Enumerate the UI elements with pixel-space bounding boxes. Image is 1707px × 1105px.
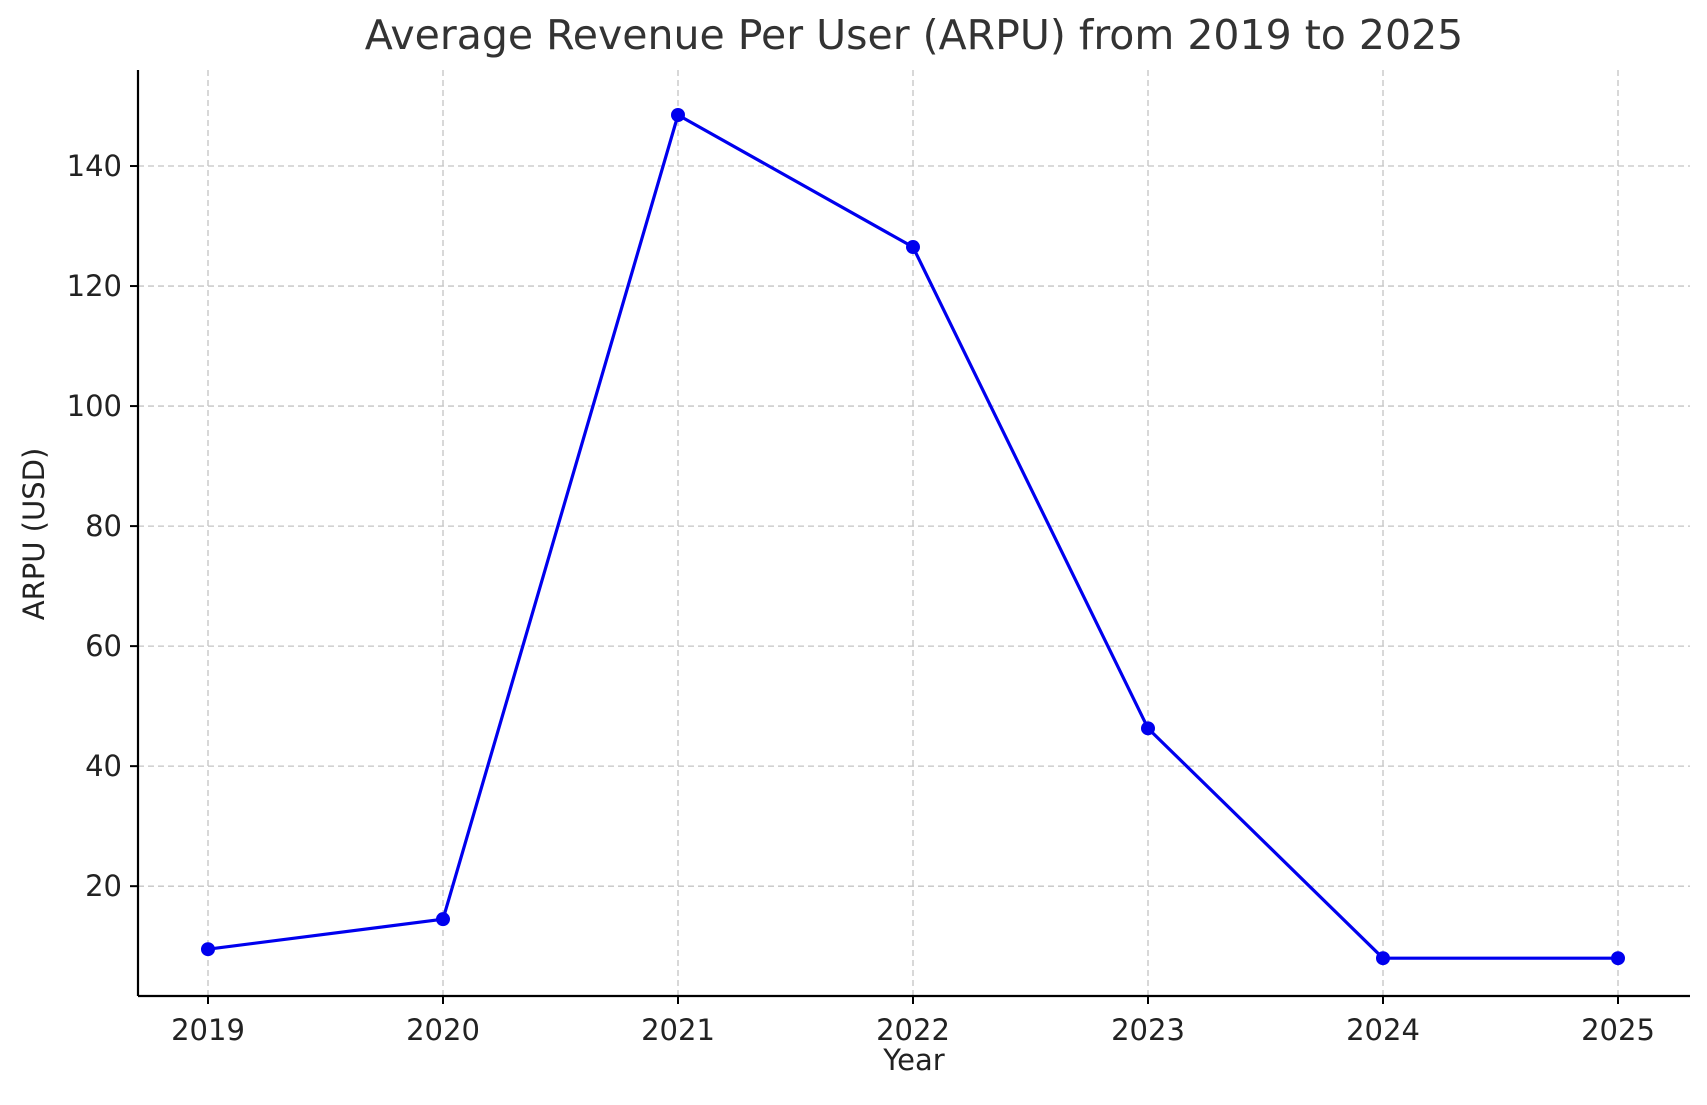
data-point [1376, 951, 1390, 966]
data-point [1141, 721, 1155, 736]
y-tick-label: 120 [67, 269, 122, 303]
y-tick-label: 80 [85, 509, 122, 543]
series [201, 108, 1625, 966]
y-tick-label: 20 [85, 869, 122, 903]
data-point [436, 912, 450, 927]
x-tick-label: 2020 [406, 1013, 480, 1047]
data-point [671, 108, 685, 123]
data-point [1611, 951, 1625, 966]
x-tick-label: 2019 [171, 1013, 245, 1047]
y-tick-label: 40 [85, 749, 122, 783]
data-point [906, 240, 920, 255]
y-tick-label: 140 [67, 149, 122, 183]
x-axis-title: Year [882, 1043, 944, 1077]
x-tick-label: 2021 [641, 1013, 715, 1047]
ticks: 2019 2020 2021 2022 2023 2024 2025 20 40 60 80 100 1… [67, 149, 1655, 1047]
grid [138, 70, 1690, 996]
x-tick-label: 2022 [876, 1013, 950, 1047]
y-axis-title: ARPU (USD) [17, 448, 51, 621]
x-tick-label: 2025 [1581, 1013, 1655, 1047]
axes [136, 70, 1690, 998]
x-tick-label: 2024 [1346, 1013, 1420, 1047]
data-point [201, 942, 215, 957]
chart-title: Average Revenue Per User (ARPU) from 201… [365, 11, 1464, 59]
x-tick-label: 2023 [1111, 1013, 1185, 1047]
y-tick-label: 60 [85, 629, 122, 663]
y-tick-label: 100 [67, 389, 122, 423]
